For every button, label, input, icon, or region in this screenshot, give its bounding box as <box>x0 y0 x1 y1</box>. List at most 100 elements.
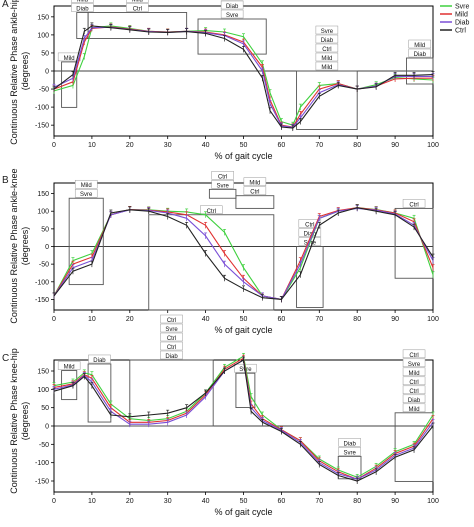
significance-box <box>394 207 434 279</box>
x-tick-label: 10 <box>88 142 96 149</box>
annotation-label: Svre <box>165 327 178 333</box>
annotation-label-bg <box>211 180 234 189</box>
significance-box <box>235 372 256 408</box>
annotation-label-bg <box>243 186 267 195</box>
x-axis-label: % of gait cycle <box>214 507 272 517</box>
ylabel-ankle-hip: Continuous Relative Phase ankle-hip (degr… <box>9 0 30 145</box>
x-tick-label: 70 <box>315 142 323 149</box>
annotation-label-bg <box>315 43 339 53</box>
annotation-label: Svre <box>226 13 239 19</box>
annotation-label: Diab <box>93 358 106 364</box>
annotation-label-bg <box>408 39 431 49</box>
annotation-label: Ctrl <box>227 0 236 1</box>
annotation-label-bg <box>57 361 81 370</box>
significance-box <box>61 61 78 108</box>
annotation-label-bg <box>402 199 426 208</box>
annotation-label: Mild <box>409 407 420 413</box>
annotation-label: Mild <box>321 65 332 71</box>
annotation-label-bg <box>402 403 426 413</box>
y-tick-label: -50 <box>39 262 49 269</box>
y-tick-label: -150 <box>35 123 49 130</box>
x-tick-label: 90 <box>391 498 399 505</box>
annotation-label: Ctrl <box>207 209 216 215</box>
x-tick-label: 10 <box>88 498 96 505</box>
annotation-label: Svre <box>343 450 356 456</box>
y-tick-label: 50 <box>41 50 49 57</box>
annotation-label: Mild <box>409 371 420 377</box>
ylabel-knee-hip: Continuous Relative Phase knee-hip (degre… <box>9 348 30 494</box>
y-tick-label: -50 <box>39 87 49 94</box>
annotation-label: Diab <box>76 7 89 13</box>
annotation-label-bg <box>126 3 149 12</box>
annotation-label: Diab <box>226 4 239 10</box>
annotation-label-bg <box>402 358 426 368</box>
significance-box <box>394 412 434 482</box>
x-tick-label: 30 <box>164 498 172 505</box>
annotation-label-bg <box>71 0 94 3</box>
annotation-label: Mild <box>249 181 260 187</box>
annotation-label: Ctrl <box>167 345 176 351</box>
annotation-label-bg <box>298 219 322 228</box>
significance-box <box>87 363 112 423</box>
legend-label: Mild <box>455 12 468 19</box>
annotation-label: Svre <box>321 29 334 35</box>
annotation-label: Diab <box>408 398 421 404</box>
x-tick-label: 70 <box>315 498 323 505</box>
significance-box <box>235 195 275 209</box>
annotation-label-bg <box>315 61 339 71</box>
annotation-label-bg <box>298 228 322 237</box>
legend-label: Diab <box>455 20 470 27</box>
x-tick-label: 20 <box>126 142 134 149</box>
annotation-label-bg <box>402 394 426 404</box>
x-tick-label: 80 <box>353 498 361 505</box>
y-tick-label: 150 <box>37 191 49 198</box>
annotation-label-bg <box>402 349 426 359</box>
annotation-label: Svre <box>216 183 229 189</box>
x-tick-label: 30 <box>164 142 172 149</box>
annotation-label: Mild <box>321 56 332 62</box>
x-tick-label: 50 <box>240 498 248 505</box>
annotation-label: Ctrl <box>409 389 418 395</box>
annotation-label-bg <box>402 367 426 377</box>
x-tick-label: 100 <box>427 316 439 323</box>
annotation-label-bg <box>338 438 361 447</box>
y-tick-label: 100 <box>37 32 49 39</box>
x-tick-label: 60 <box>278 498 286 505</box>
annotation-label: Diab <box>304 232 317 238</box>
x-tick-label: 20 <box>126 316 134 323</box>
annotation-label-bg <box>200 205 223 214</box>
panel-a: 0 10 20 30 40 50 60 70 80 90 100 -150 -100 -50 0 50 100 1… <box>35 0 439 161</box>
panel-c: 0 10 20 30 40 50 60 70 80 90 100-150-100-500501001… <box>35 314 439 517</box>
annotation-label-bg <box>74 188 98 198</box>
series-line-ctrl <box>53 25 434 129</box>
annotation-label: Ctrl <box>250 190 259 196</box>
x-tick-label: 70 <box>315 316 323 323</box>
annotation-label: Svre <box>80 192 93 198</box>
x-tick-label: 80 <box>353 142 361 149</box>
y-tick-label: -150 <box>35 479 49 486</box>
annotation-label-bg <box>88 354 111 364</box>
x-tick-label: 0 <box>52 316 56 323</box>
annotation-label: Svre <box>408 362 421 368</box>
annotation-label-bg <box>74 179 98 189</box>
annotation-label-bg <box>160 314 183 324</box>
annotation-label-bg <box>160 323 183 333</box>
significance-box <box>129 359 214 427</box>
annotation-label: Mild <box>64 56 75 62</box>
annotation-label: Diab <box>414 52 427 58</box>
significance-box <box>406 57 434 85</box>
annotation-label: Ctrl <box>133 7 142 13</box>
x-tick-label: 80 <box>353 316 361 323</box>
annotation-label: Ctrl <box>167 318 176 324</box>
significance-box <box>148 214 275 311</box>
x-tick-label: 10 <box>88 316 96 323</box>
annotation-label: Mild <box>81 183 92 189</box>
annotation-label: Ctrl <box>409 202 418 208</box>
annotation-label: Mild <box>77 0 88 4</box>
annotation-label: Ctrl <box>305 223 314 229</box>
y-tick-label: 150 <box>37 369 49 376</box>
x-tick-label: 0 <box>52 498 56 505</box>
x-tick-label: 50 <box>240 142 248 149</box>
x-axis-label: % of gait cycle <box>214 325 272 335</box>
